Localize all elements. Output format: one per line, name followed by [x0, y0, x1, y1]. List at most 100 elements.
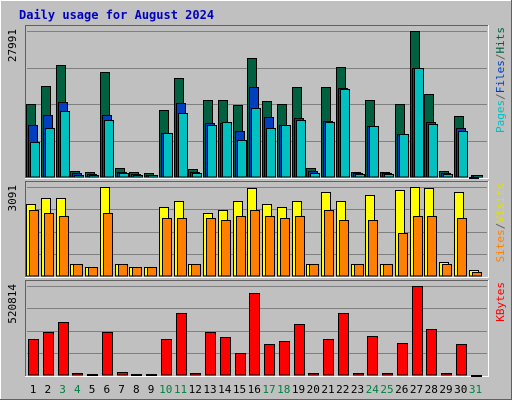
legend-entry: Visits [494, 183, 507, 223]
bar-kbytes-day-23 [353, 373, 364, 376]
bar-kbytes-day-30 [456, 344, 467, 376]
legend-entry: Pages [494, 100, 507, 133]
bar-sites-day-22 [339, 220, 349, 277]
bar-sites-day-18 [280, 218, 290, 277]
y-max-label: 3091 [6, 185, 19, 212]
bar-kbytes-day-8 [131, 374, 142, 376]
bar-kbytes-day-9 [146, 374, 157, 376]
bar-pages-day-20 [310, 173, 320, 178]
bar-pages-day-2 [45, 128, 55, 178]
bar-sites-day-15 [236, 216, 246, 277]
bar-pages-day-8 [133, 175, 143, 178]
bar-kbytes-day-22 [338, 313, 349, 376]
bar-pages-day-28 [428, 124, 438, 178]
y-max-label: 520814 [6, 284, 19, 324]
legend-entry: / [494, 54, 507, 61]
bar-sites-day-30 [457, 218, 467, 277]
x-tick-label: 27 [410, 383, 423, 396]
bar-pages-day-18 [281, 125, 291, 178]
bar-pages-day-27 [414, 68, 424, 178]
bar-sites-day-23 [354, 264, 364, 277]
legend-entry: Files [494, 60, 507, 93]
bar-kbytes-day-28 [426, 329, 437, 376]
bar-kbytes-day-15 [235, 353, 246, 376]
bar-hits-day-31 [469, 177, 479, 179]
bar-kbytes-day-20 [308, 373, 319, 376]
bar-pages-day-10 [163, 133, 173, 178]
bar-pages-day-5 [89, 175, 99, 178]
legend-entry: KBytes [494, 282, 507, 322]
x-tick-label: 31 [469, 383, 482, 396]
bar-kbytes-day-19 [294, 324, 305, 376]
bar-sites-day-19 [295, 216, 305, 277]
bar-sites-day-17 [265, 216, 275, 277]
bar-sites-day-13 [206, 218, 216, 277]
bar-sites-day-14 [221, 220, 231, 277]
bar-kbytes-day-17 [264, 344, 275, 376]
bar-sites-day-20 [309, 264, 319, 277]
bar-sites-day-2 [44, 213, 54, 277]
bar-kbytes-day-11 [176, 313, 187, 376]
bar-sites-day-21 [324, 210, 334, 277]
bar-sites-day-10 [162, 218, 172, 277]
x-tick-label: 24 [366, 383, 380, 396]
bar-pages-day-24 [369, 126, 379, 178]
bar-pages-day-1 [30, 142, 40, 178]
bar-kbytes-day-2 [43, 332, 54, 376]
bar-pages-day-11 [178, 113, 188, 178]
y-max-label: 27991 [6, 29, 19, 62]
bar-pages-day-31 [473, 175, 483, 178]
bar-sites-day-26 [398, 233, 408, 277]
bar-sites-day-16 [250, 210, 260, 277]
bar-kbytes-day-13 [205, 332, 216, 376]
legend: KBytes [494, 282, 507, 322]
bar-kbytes-day-5 [87, 374, 98, 376]
x-tick-label: 15 [233, 383, 246, 396]
bar-kbytes-day-7 [117, 372, 128, 376]
bar-pages-day-25 [384, 174, 394, 178]
x-tick-label: 5 [89, 383, 96, 396]
bar-sites-day-28 [427, 216, 437, 277]
bar-sites-day-11 [177, 218, 187, 277]
chart-panel-middle: 3091 Sites/Visits [6, 181, 507, 278]
x-tick-label: 17 [262, 383, 275, 396]
bar-kbytes-day-1 [28, 339, 39, 376]
bar-pages-day-3 [60, 111, 70, 178]
bar-sites-day-7 [118, 264, 128, 277]
x-tick-label: 2 [44, 383, 51, 396]
x-tick-label: 6 [103, 383, 110, 396]
bar-kbytes-day-24 [367, 336, 378, 376]
bar-pages-day-22 [340, 89, 350, 178]
bar-pages-day-14 [222, 122, 232, 178]
bar-pages-day-13 [207, 125, 217, 178]
x-tick-label: 7 [118, 383, 125, 396]
bar-sites-day-1 [29, 210, 39, 277]
bar-kbytes-day-14 [220, 337, 231, 376]
bar-pages-day-6 [104, 120, 114, 178]
x-tick-label: 11 [174, 383, 187, 396]
bar-sites-day-4 [73, 264, 83, 277]
legend: Sites/Visits [494, 183, 507, 263]
bar-pages-day-12 [192, 173, 202, 178]
x-tick-label: 8 [133, 383, 140, 396]
x-tick-label: 22 [336, 383, 349, 396]
legend-entry: / [494, 93, 507, 100]
bar-sites-day-31 [472, 272, 482, 277]
bar-kbytes-day-29 [441, 373, 452, 376]
x-tick-label: 18 [277, 383, 290, 396]
bar-kbytes-day-26 [397, 343, 408, 376]
bar-pages-day-30 [458, 131, 468, 178]
bar-pages-day-29 [443, 174, 453, 178]
bar-kbytes-day-10 [161, 339, 172, 376]
chart-title: Daily usage for August 2024 [19, 8, 214, 22]
x-tick-label: 12 [189, 383, 202, 396]
bar-kbytes-day-3 [58, 322, 69, 376]
bar-pages-day-19 [296, 120, 306, 178]
bar-pages-day-4 [74, 175, 84, 178]
bar-pages-day-23 [355, 174, 365, 178]
x-tick-label: 1 [30, 383, 37, 396]
bar-sites-day-5 [88, 267, 98, 277]
bar-sites-day-24 [368, 220, 378, 277]
